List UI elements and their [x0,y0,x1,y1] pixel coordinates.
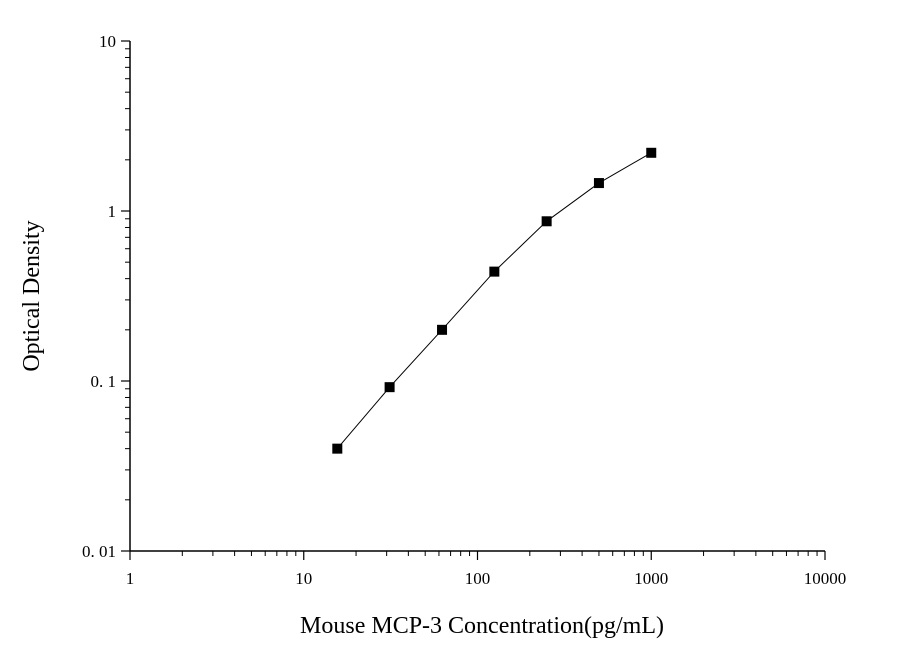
ticks: 1 10 100 1000 10000 0. 01 0. 1 1 10 [82,32,846,588]
data-point [646,147,657,158]
data-point [384,382,395,393]
data-point [593,178,604,189]
data-point [437,324,448,335]
x-tick-label: 1 [126,569,135,588]
y-tick-label: 10 [99,32,116,51]
x-tick-label: 1000 [634,569,668,588]
data-point [489,266,500,277]
y-tick-label: 0. 1 [91,372,117,391]
data-point [541,216,552,227]
x-tick-label: 10000 [804,569,847,588]
y-tick-label: 1 [108,202,117,221]
y-axis-title: Optical Density [19,220,45,371]
axes [129,41,825,552]
plot-area [332,147,657,454]
data-point [332,443,343,454]
x-tick-label: 100 [465,569,491,588]
x-tick-label: 10 [295,569,312,588]
y-tick-label: 0. 01 [82,542,116,561]
x-axis-title: Mouse MCP-3 Concentration(pg/mL) [300,613,664,639]
series-line [336,152,652,449]
